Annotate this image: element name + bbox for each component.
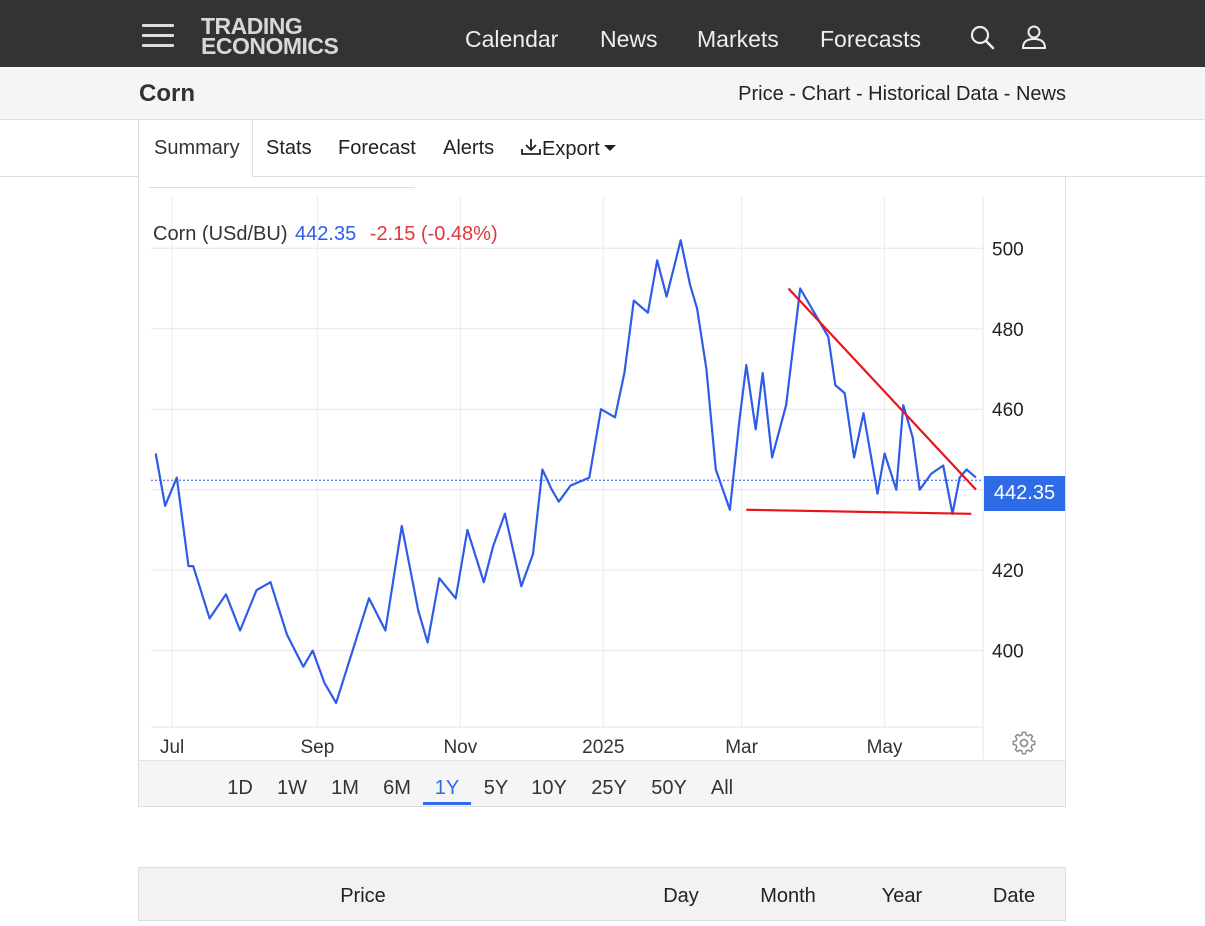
nav-calendar[interactable]: Calendar <box>465 26 559 52</box>
price-table-header: Price Day Month Year Date <box>138 867 1066 921</box>
export-label: Export <box>542 138 600 160</box>
trendlines <box>746 287 977 515</box>
tab-alerts[interactable]: Alerts <box>443 137 495 159</box>
range-1w[interactable]: 1W <box>277 777 307 799</box>
page-title: Corn <box>139 80 195 107</box>
col-year: Year <box>881 885 923 907</box>
price-series-line <box>154 239 977 704</box>
section-links[interactable]: Price - Chart - Historical Data - News <box>738 83 1066 105</box>
chart-grid <box>151 196 984 759</box>
gear-icon[interactable] <box>1012 731 1036 755</box>
logo-line-1: TRADING <box>201 13 303 39</box>
chart-legend: Corn (USd/BU) 442.35 -2.15 (-0.48%) <box>153 223 498 246</box>
x-tick-label: Jul <box>160 737 184 758</box>
col-month: Month <box>760 885 816 907</box>
x-tick-label: Mar <box>725 737 758 758</box>
range-1y[interactable]: 1Y <box>434 777 460 799</box>
col-price: Price <box>340 885 386 907</box>
download-icon <box>521 139 541 155</box>
chart-search-input[interactable] <box>149 176 415 188</box>
last-price-tag: 442.35 <box>984 476 1065 511</box>
instrument-header: Corn Price - Chart - Historical Data - N… <box>0 67 1205 120</box>
tabs-bar: Summary Stats Forecast Alerts Export <box>0 120 1205 177</box>
x-tick-label: Nov <box>443 737 477 758</box>
user-icon[interactable] <box>1020 23 1048 51</box>
col-day: Day <box>663 885 699 907</box>
tab-summary[interactable]: Summary <box>138 120 253 177</box>
x-tick-label: Sep <box>300 737 334 758</box>
search-icon[interactable] <box>968 23 996 51</box>
x-tick-label: 2025 <box>582 737 624 758</box>
x-tick-label: May <box>867 737 903 758</box>
nav-news[interactable]: News <box>600 26 658 52</box>
col-date: Date <box>992 885 1036 907</box>
range-1d[interactable]: 1D <box>227 777 253 799</box>
export-dropdown[interactable]: Export <box>520 137 617 161</box>
trendline <box>746 508 972 515</box>
chart-panel <box>138 176 1066 807</box>
tab-stats[interactable]: Stats <box>266 137 312 159</box>
trendline <box>787 287 977 491</box>
range-5y[interactable]: 5Y <box>483 777 509 799</box>
active-range-indicator <box>423 802 471 805</box>
range-1m[interactable]: 1M <box>331 777 359 799</box>
range-25y[interactable]: 25Y <box>591 777 627 799</box>
range-all[interactable]: All <box>710 777 734 799</box>
menu-icon[interactable] <box>142 24 174 48</box>
y-tick-label: 400 <box>992 642 1024 663</box>
logo-line-2: ECONOMICS <box>201 33 339 59</box>
legend-price: 442.35 <box>295 223 357 245</box>
y-axis-labels: 400 420 460 480 500 <box>992 239 1024 662</box>
nav-forecasts[interactable]: Forecasts <box>820 26 921 52</box>
y-tick-label: 480 <box>992 320 1024 341</box>
site-logo[interactable]: TRADING ECONOMICS <box>201 13 339 59</box>
y-tick-label: 500 <box>992 239 1024 260</box>
range-50y[interactable]: 50Y <box>651 777 687 799</box>
range-6m[interactable]: 6M <box>383 777 411 799</box>
legend-series-name: Corn (USd/BU) <box>153 223 288 245</box>
top-navbar: TRADING ECONOMICS Calendar News Markets … <box>0 0 1205 67</box>
y-tick-label: 460 <box>992 400 1024 421</box>
legend-change: -2.15 (-0.48%) <box>369 223 498 245</box>
y-tick-label: 420 <box>992 561 1024 582</box>
caret-down-icon <box>603 145 616 151</box>
range-selector: 1D 1W 1M 6M 1Y 5Y 10Y 25Y 50Y All <box>139 760 1065 806</box>
tab-forecast[interactable]: Forecast <box>338 137 416 159</box>
x-axis-labels: Jul Sep Nov 2025 Mar May <box>160 737 903 758</box>
nav-markets[interactable]: Markets <box>697 26 779 52</box>
range-10y[interactable]: 10Y <box>531 777 567 799</box>
